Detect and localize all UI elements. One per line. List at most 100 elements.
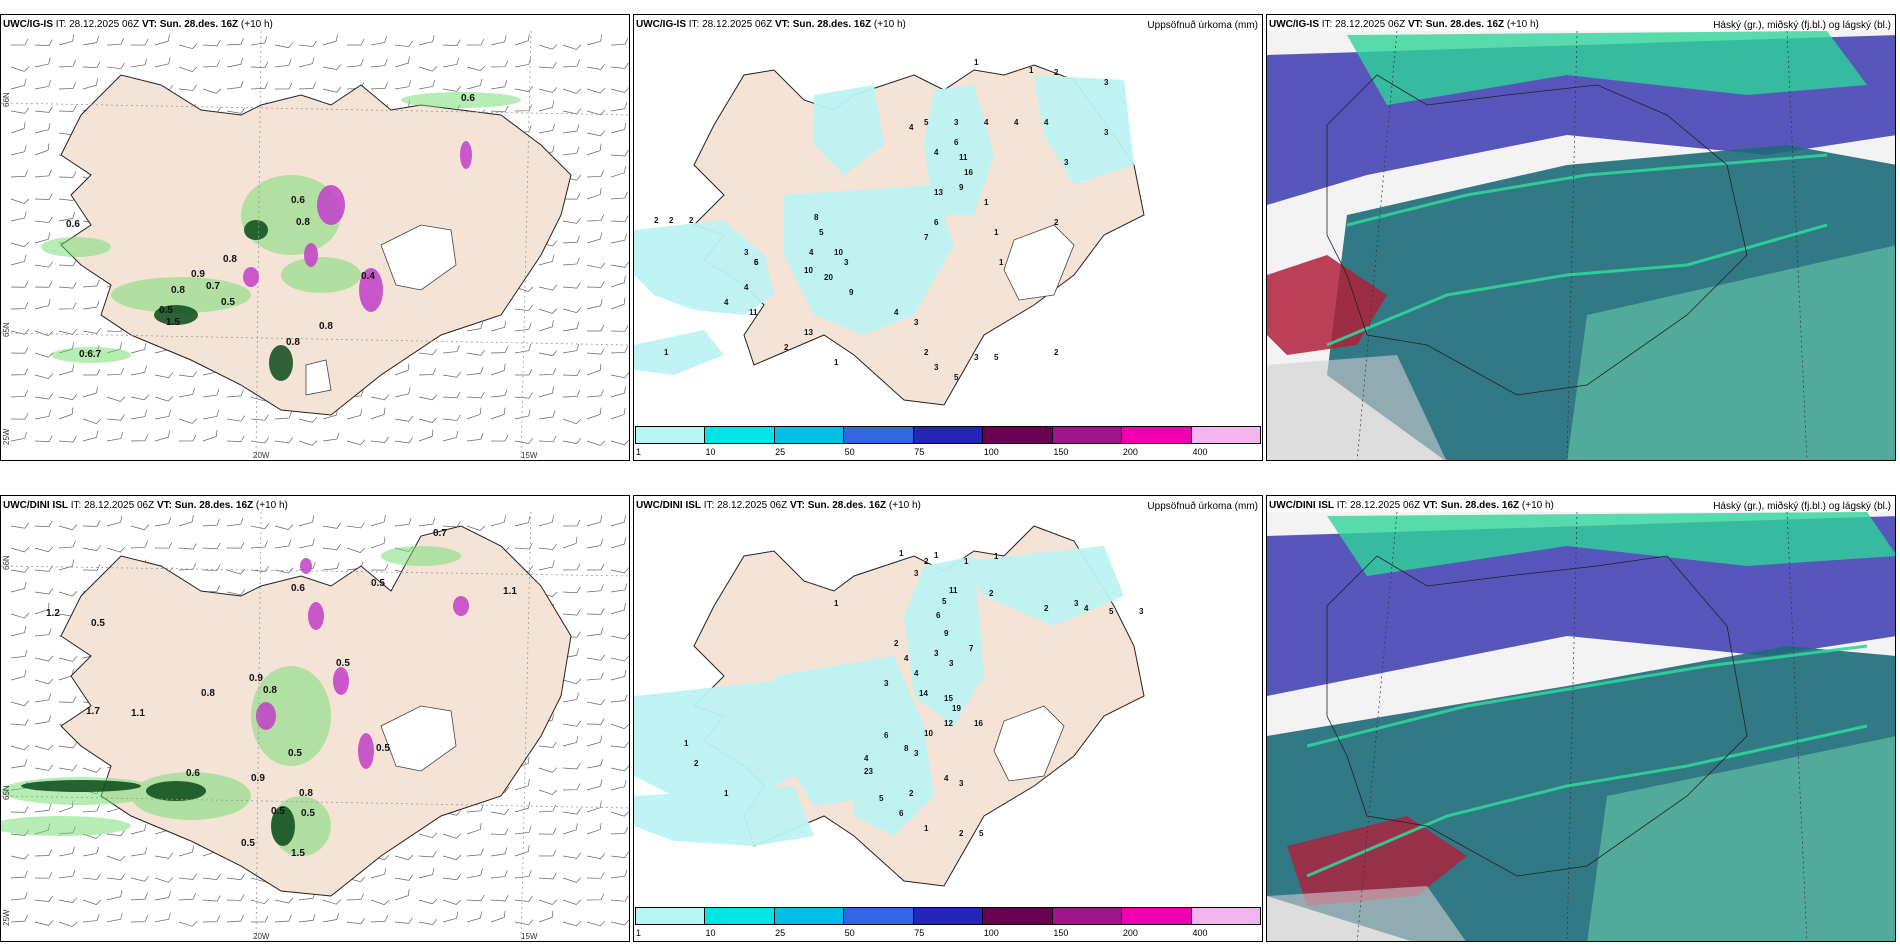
value-label: 11 [949, 586, 958, 595]
wind-barb [59, 696, 76, 702]
value-label: 4 [894, 308, 899, 317]
value-label: 2 [924, 557, 929, 566]
colorbar-label: 25 [775, 928, 785, 938]
wind-barb [203, 916, 220, 922]
wind-barb [610, 870, 628, 878]
value-label: 0.6.7 [79, 349, 102, 360]
wind-barb [59, 740, 77, 748]
value-label: 0.8 [223, 254, 237, 265]
value-label: 8 [814, 213, 819, 222]
wind-barb [441, 912, 459, 922]
value-label: 2 [909, 789, 914, 798]
wind-barb [35, 916, 53, 926]
wind-barb [489, 911, 507, 922]
wind-barb [611, 652, 629, 662]
lon-label: 20W [253, 451, 270, 460]
wind-barb [59, 894, 77, 903]
colorbar-swatch [914, 908, 983, 924]
lon-label: 25W [2, 428, 11, 445]
wind-barb [107, 850, 125, 861]
value-label: 2 [669, 216, 674, 225]
wind-barb [10, 582, 28, 592]
colorbar: 1 10 25 50 75 100 150 200 400 [634, 907, 1262, 941]
panel-header: UWC/IG-IS IT: 28.12.2025 06Z VT: Sun. 28… [1269, 19, 1539, 30]
wind-barb [587, 608, 604, 614]
panel-ig-cloud-map: UWC/IG-IS IT: 28.12.2025 06Z VT: Sun. 28… [1266, 14, 1896, 461]
value-label: 4 [904, 654, 909, 663]
wind-barb [611, 718, 629, 729]
value-label: 3 [844, 258, 849, 267]
wind-barb [347, 893, 364, 900]
wind-barb [107, 872, 125, 880]
wind-barb [611, 740, 629, 748]
wind-barb [609, 603, 627, 614]
wind-barb [514, 826, 532, 834]
wind-barb [514, 516, 532, 526]
value-label: 13 [934, 188, 943, 197]
wind-barb [539, 850, 556, 856]
wind-barb [59, 916, 77, 927]
wind-barb [227, 542, 244, 548]
value-label: 5 [979, 829, 984, 838]
wind-barb [369, 515, 387, 526]
wind-barb [203, 894, 220, 901]
wind-barb [585, 801, 603, 812]
value-label: 0.8 [319, 321, 333, 332]
wind-barb [154, 517, 172, 526]
wind-barb [227, 872, 245, 880]
value-label: 11 [749, 308, 758, 317]
colorbar-label: 100 [984, 447, 999, 457]
value-label: 4 [934, 148, 939, 157]
lon-label: 25W [2, 909, 11, 926]
value-label: 5 [819, 228, 824, 237]
wind-barb [203, 872, 221, 880]
wind-barb [587, 894, 604, 900]
wind-barb [395, 872, 413, 881]
wind-barb [539, 542, 557, 550]
wind-barb [611, 630, 629, 639]
value-label: 0.9 [251, 773, 265, 784]
value-label: 0.6 [461, 93, 475, 104]
wind-barb [35, 674, 53, 684]
wind-barb [539, 872, 556, 879]
wind-barb [489, 515, 507, 526]
panel-ig-wind-map: UWC/IG-IS IT: 28.12.2025 06Z VT: Sun. 28… [0, 14, 630, 461]
value-label: 6 [884, 731, 889, 740]
wind-barb [11, 850, 29, 860]
wind-barb [537, 515, 555, 526]
wind-barb [513, 845, 531, 856]
wind-barb [587, 673, 604, 680]
value-label: 3 [914, 749, 919, 758]
value-label: 1 [724, 789, 729, 798]
value-label: 2 [1044, 604, 1049, 613]
wind-barb [585, 780, 603, 790]
wind-barb [563, 872, 581, 883]
value-label: 1 [834, 599, 839, 608]
wind-barb [563, 674, 581, 684]
wind-barb [561, 736, 579, 746]
wind-barb [587, 872, 604, 878]
wind-barb [34, 715, 52, 724]
wind-barb [131, 893, 148, 900]
value-label: 20 [824, 273, 833, 282]
value-label: 10 [924, 729, 933, 738]
wind-barb [611, 850, 629, 858]
wind-barb [35, 652, 53, 662]
wind-barb [539, 762, 557, 773]
wind-barb [587, 652, 605, 661]
precip-map: 11 233 4 4 43546111691331672 2 236854101032095… [634, 15, 1263, 428]
value-label: 3 [934, 363, 939, 372]
wind-barb [203, 585, 220, 592]
wind-barb [563, 850, 581, 859]
wind-barb [83, 872, 101, 880]
value-label: 5 [754, 258, 759, 267]
value-label: 1 [974, 58, 979, 67]
lon-label: 15W [521, 451, 538, 460]
wind-barb [490, 870, 508, 878]
wind-barb [371, 894, 389, 905]
wind-barb [251, 520, 269, 529]
value-label: 3 [884, 679, 889, 688]
wind-barb [251, 894, 269, 904]
value-label: 1 [984, 198, 989, 207]
colorbar-swatch [705, 427, 774, 443]
